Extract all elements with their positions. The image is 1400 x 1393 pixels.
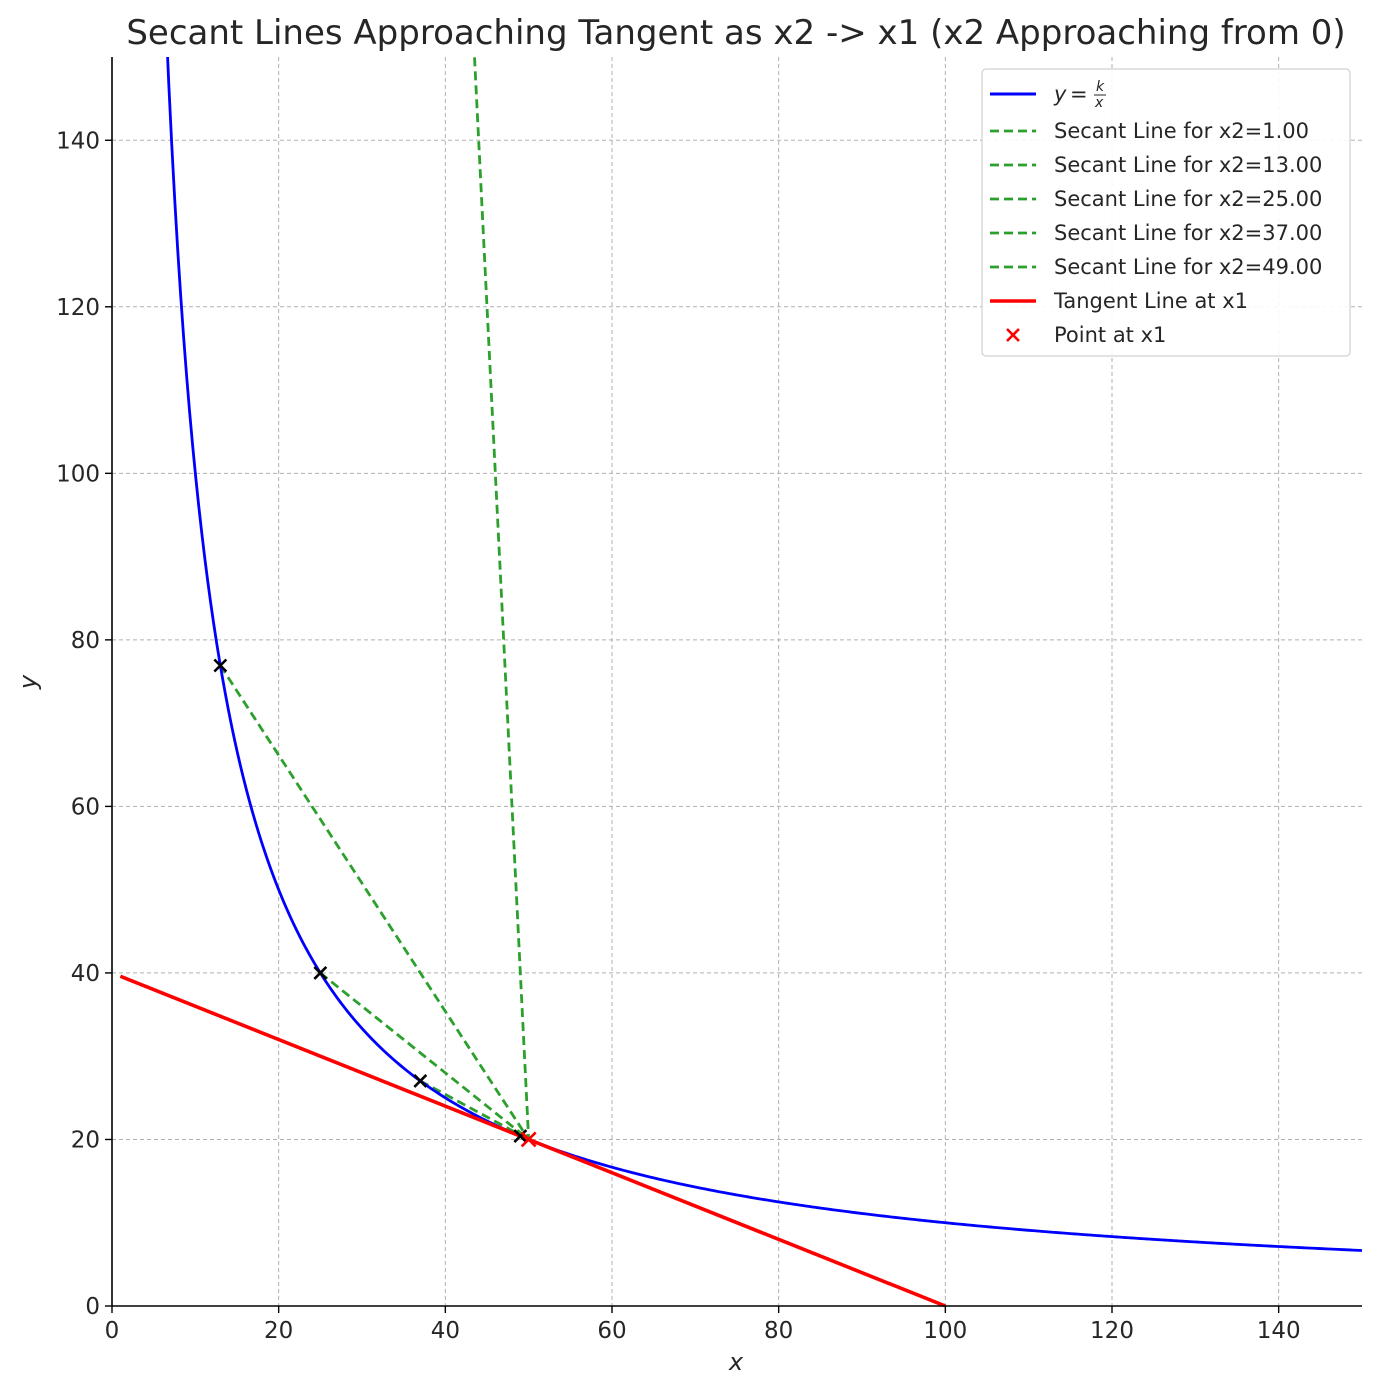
tangent-point-stroke [520,1131,537,1148]
legend-swatch-point [1006,328,1020,342]
secant-line [419,1079,530,1141]
secant-point-stroke [513,1129,528,1143]
legend-label-secant: Secant Line for x2=1.00 [1054,119,1309,143]
ticks: 0 20 40 60 80 100 120 140 0 20 40 60 80 100 120 140 [56,128,1301,1344]
x-axis-label: x [728,1348,744,1376]
legend-label-point: Point at x1 [1054,323,1166,347]
y-tick-label: 120 [56,295,100,321]
tangent-line [119,974,947,1307]
legend: y = kx Secant Line for x2=1.00 Secant Line f… [981,68,1351,357]
legend-label-secant: Secant Line for x2=37.00 [1054,221,1322,245]
y-tick-label: 100 [56,461,100,487]
legend-label-curve: y [1053,82,1067,106]
y-tick-label: 20 [71,1127,100,1153]
secant-line [319,971,530,1141]
y-tick-label: 60 [71,794,100,820]
legend-label-tangent: Tangent Line at x1 [1053,289,1248,313]
secant-point [313,966,328,980]
y-tick-label: 140 [56,128,100,154]
legend-label-secant: Secant Line for x2=49.00 [1054,255,1322,279]
legend-frame [981,68,1351,357]
x-tick-label: 140 [1257,1318,1301,1344]
x-tick-label: 40 [431,1318,460,1344]
chart-title: Secant Lines Approaching Tangent as x2 -… [126,13,1345,53]
legend-label-secant: Secant Line for x2=25.00 [1054,187,1322,211]
secant-point [513,1129,528,1143]
y-axis-label: y [14,674,42,690]
secant-point [413,1074,428,1088]
legend-swatch-point-stroke [1006,328,1020,342]
x-tick-label: 100 [923,1318,967,1344]
legend-equals: = [1070,82,1088,106]
legend-frac-numerator: k [1096,79,1105,95]
y-tick-label: 80 [71,628,100,654]
x-tick-label: 120 [1090,1318,1134,1344]
grid [111,57,1362,1307]
secant-point-stroke [213,658,228,673]
axes [111,57,1362,1307]
legend-label-secant: Secant Line for x2=13.00 [1054,153,1322,177]
secant-line [219,664,530,1141]
plot-area [119,57,1362,1307]
y-tick-label: 40 [71,961,100,987]
legend-frac-denominator: x [1094,95,1104,111]
y-tick-label: 0 [85,1294,100,1320]
secant-point-stroke [413,1074,428,1088]
x-tick-label: 20 [264,1318,293,1344]
secant-line [473,57,531,1140]
secant-point-stroke [313,966,328,980]
x-tick-label: 80 [764,1318,793,1344]
tangent-point [520,1131,537,1148]
x-tick-label: 60 [597,1318,626,1344]
x-tick-label: 0 [105,1318,120,1344]
curve-line [166,57,1362,1252]
secant-point [213,658,228,673]
